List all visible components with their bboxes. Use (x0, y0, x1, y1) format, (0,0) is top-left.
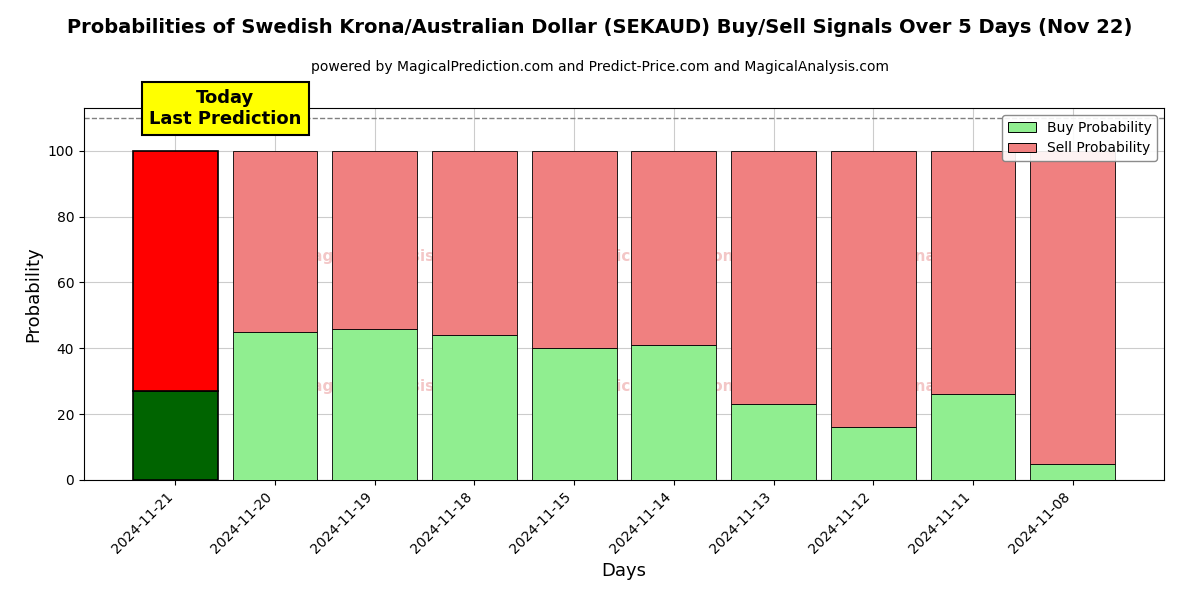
Text: MagicalAnalysis.com: MagicalAnalysis.com (838, 250, 1015, 264)
Bar (830, 151, 916, 427)
Bar (1030, 151, 1115, 464)
Bar (532, 349, 617, 480)
Text: powered by MagicalPrediction.com and Predict-Price.com and MagicalAnalysis.com: powered by MagicalPrediction.com and Pre… (311, 60, 889, 74)
Bar (332, 151, 418, 329)
Text: Probabilities of Swedish Krona/Australian Dollar (SEKAUD) Buy/Sell Signals Over : Probabilities of Swedish Krona/Australia… (67, 18, 1133, 37)
Bar (133, 151, 218, 391)
Bar (432, 335, 517, 480)
Text: MagicalPrediction.com: MagicalPrediction.com (581, 250, 775, 264)
Bar (731, 151, 816, 404)
Bar (631, 345, 716, 480)
Bar (631, 151, 716, 345)
Bar (1030, 464, 1115, 480)
Bar (133, 391, 218, 480)
Text: MagicalPrediction.com: MagicalPrediction.com (581, 379, 775, 395)
Y-axis label: Probability: Probability (24, 246, 42, 342)
Bar (233, 332, 318, 480)
Text: MagicalAnalysis.com: MagicalAnalysis.com (298, 379, 475, 395)
Bar (830, 427, 916, 480)
Bar (233, 151, 318, 332)
X-axis label: Days: Days (601, 562, 647, 580)
Bar (930, 394, 1015, 480)
Bar (332, 329, 418, 480)
Text: MagicalAnalysis.com: MagicalAnalysis.com (298, 250, 475, 264)
Bar (930, 151, 1015, 394)
Text: Today
Last Prediction: Today Last Prediction (149, 89, 301, 128)
Bar (532, 151, 617, 349)
Bar (432, 151, 517, 335)
Text: MagicalAnalysis.com: MagicalAnalysis.com (838, 379, 1015, 395)
Legend: Buy Probability, Sell Probability: Buy Probability, Sell Probability (1002, 115, 1157, 161)
Bar (731, 404, 816, 480)
